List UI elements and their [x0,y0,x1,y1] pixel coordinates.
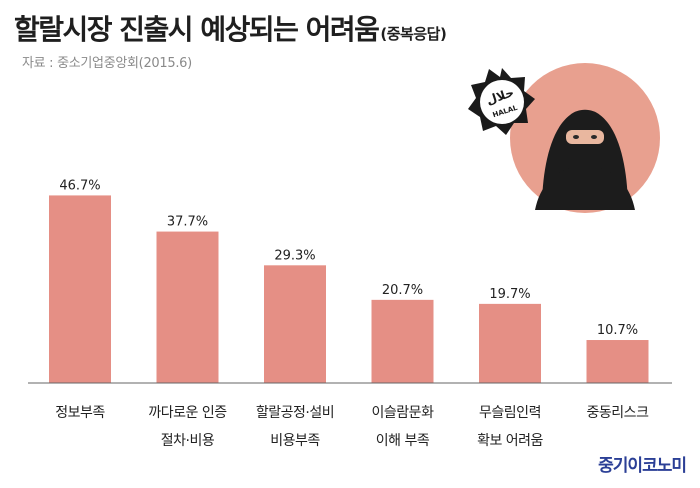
value-label-4: 20.7% [382,283,423,298]
category-label-1-line-1: 정보부족 [55,405,105,421]
bar-3 [264,265,326,383]
value-label-2: 37.7% [167,215,208,230]
category-label-4-line-2: 이해 부족 [376,433,430,449]
bar-group [49,195,649,383]
category-label-5-line-2: 확보 어려움 [477,433,543,449]
value-label-1: 46.7% [59,178,100,193]
category-label-3-line-2: 비용부족 [270,433,320,449]
category-label-6-line-1: 중동리스크 [587,405,650,421]
category-label-3-line-1: 할랄공정·설비 [256,405,334,421]
category-label-2-line-2: 절차·비용 [161,433,215,449]
chart-title: 할랄시장 진출시 예상되는 어려움 [14,13,380,46]
category-label-5-line-1: 무슬림인력 [479,405,541,421]
bar-1 [49,195,111,383]
halal-woman-illustration: حلال HALAL [468,63,660,213]
bar-5 [479,303,541,383]
bar-6 [586,340,649,383]
category-label-2-line-1: 까다로운 인증 [148,405,227,421]
face-opening-icon [566,130,604,144]
value-label-5: 19.7% [489,287,530,302]
category-label-4-line-1: 이슬람문화 [372,405,435,421]
value-label-6: 10.7% [597,323,638,338]
chart-subtitle: (중복응답) [380,25,447,43]
halal-badge-icon: حلال HALAL [468,68,535,135]
publisher-logo: 중기이코노미 [598,456,687,476]
bar-2 [156,231,219,383]
value-label-group: 46.7% 37.7% 29.3% 20.7% 19.7% 10.7% [59,178,638,338]
chart-header: 할랄시장 진출시 예상되는 어려움 (중복응답) [14,8,447,48]
value-label-3: 29.3% [274,248,315,263]
source-note: 자료 : 중소기업중앙회(2015.6) [22,56,192,71]
bar-4 [371,299,434,383]
